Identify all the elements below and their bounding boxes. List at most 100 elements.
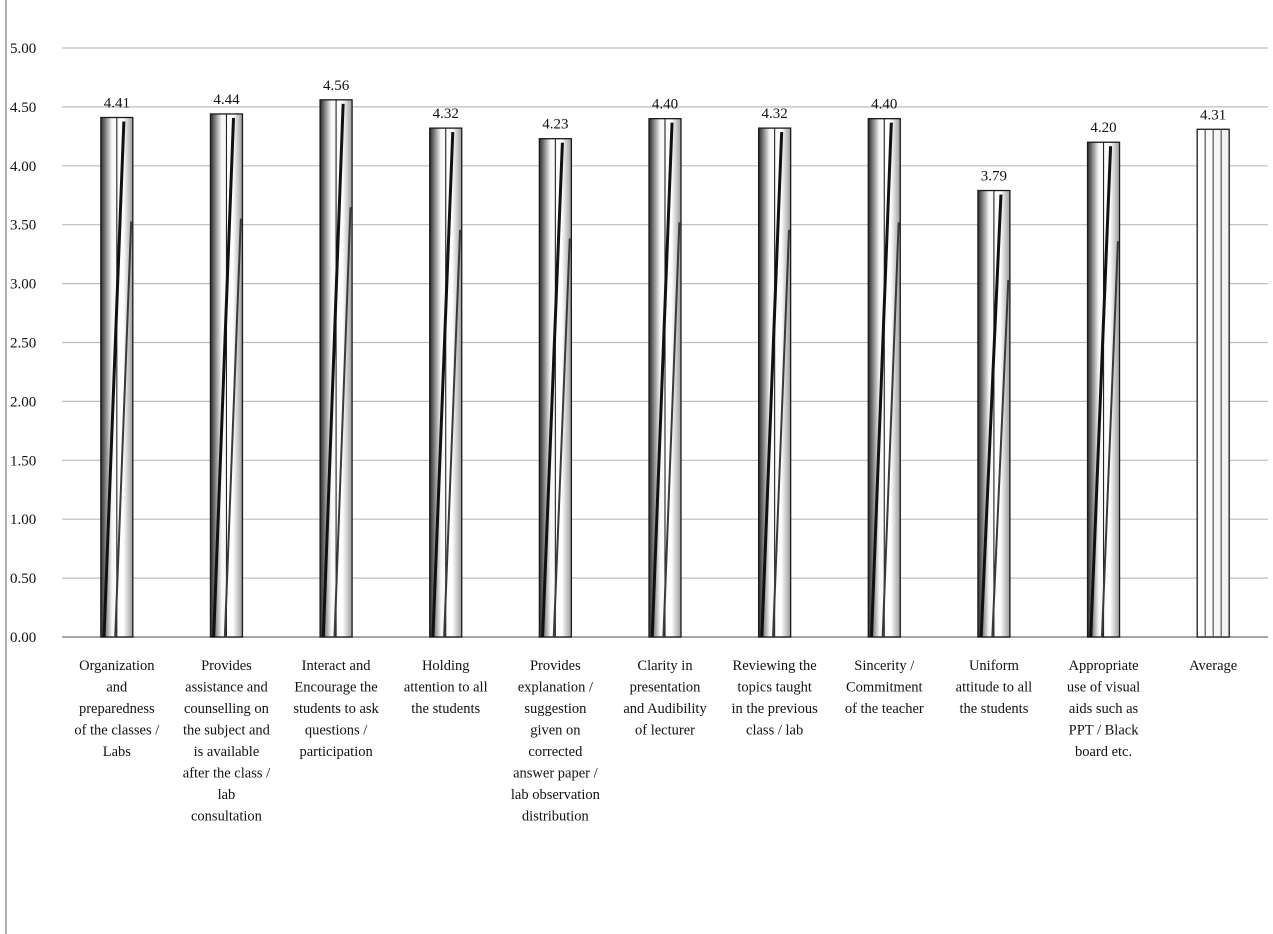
data-label: 4.40 — [871, 97, 897, 113]
bar-streak — [760, 132, 784, 638]
data-label: 4.41 — [104, 96, 130, 112]
x-axis-category-labels: Organization and preparedness of the classe… — [74, 658, 1237, 825]
x-category-label-line: corrected — [528, 744, 583, 760]
y-tick-label: 2.50 — [10, 336, 36, 352]
x-category-label: Interact and Encourage the students to ask… — [293, 658, 379, 760]
bar-streak — [102, 121, 126, 638]
x-category-label-line: lab observation — [511, 787, 601, 803]
x-category-label-line: assistance and — [185, 680, 268, 696]
data-label: 4.32 — [762, 106, 788, 122]
x-category-label-line: Encourage the — [294, 680, 377, 696]
y-tick-label: 2.00 — [10, 394, 36, 410]
x-category-label-line: Organization — [79, 658, 155, 674]
x-category-label-line: answer paper / — [513, 766, 599, 782]
bars — [100, 99, 1230, 638]
bar-streak — [662, 222, 681, 638]
bar — [757, 127, 792, 638]
y-tick-label: 1.00 — [10, 512, 36, 528]
x-category-label-line: students to ask — [293, 701, 379, 717]
y-tick-label: 4.50 — [10, 100, 36, 116]
bar-streak — [979, 194, 1003, 638]
bar — [648, 118, 682, 638]
x-category-label-line: is available — [194, 744, 260, 760]
x-category-label-line: in the previous — [732, 701, 819, 717]
x-category-label-line: participation — [299, 744, 373, 760]
x-category-label-line: explanation / — [518, 680, 594, 696]
bar-streak — [869, 122, 893, 638]
x-category-label: Average — [1189, 658, 1237, 674]
bar — [538, 138, 573, 638]
x-category-label-line: Holding — [422, 658, 470, 674]
bar-streak — [552, 238, 571, 638]
x-category-label-line: Sincerity / — [854, 658, 915, 674]
data-label: 4.20 — [1090, 120, 1116, 136]
data-label: 4.23 — [542, 117, 568, 133]
y-tick-label: 0.50 — [10, 571, 36, 587]
bar-streak — [114, 221, 133, 638]
x-category-label-line: the subject and — [183, 723, 271, 739]
x-category-label-line: of the teacher — [845, 701, 924, 717]
x-category-label-line: Commitment — [846, 680, 923, 696]
x-category-label-line: and Audibility — [623, 701, 707, 717]
x-category-label-line: topics taught — [737, 680, 812, 696]
y-tick-label: 0.00 — [10, 630, 36, 646]
x-category-label-line: and — [106, 680, 128, 696]
data-label: 4.56 — [323, 78, 350, 94]
y-tick-label: 4.00 — [10, 159, 36, 175]
x-category-label-line: board etc. — [1075, 744, 1132, 760]
x-category-label: Sincerity / Commitment of the teacher — [845, 658, 924, 717]
y-axis-tick-labels: 0.00 0.50 1.00 1.50 2.00 2.50 3.00 3.50 4.00 4.50… — [10, 41, 36, 646]
x-category-label-line: Clarity in — [637, 658, 693, 674]
data-label: 3.79 — [981, 169, 1007, 185]
x-category-label-line: Average — [1189, 658, 1237, 674]
x-category-label-line: lab — [218, 787, 236, 803]
bar — [977, 189, 1011, 638]
x-category-label-line: use of visual — [1067, 680, 1140, 696]
bar-streak — [223, 218, 242, 638]
y-tick-label: 3.50 — [10, 218, 36, 234]
y-tick-label: 5.00 — [10, 41, 36, 57]
bar — [209, 113, 244, 638]
x-category-label-line: given on — [530, 723, 581, 739]
x-category-label: Provides assistance and counselling on the … — [183, 658, 271, 825]
x-category-label: Appropriate use of visual aids such as PPT … — [1067, 658, 1140, 760]
x-category-label: Uniform attitude to all the students — [956, 658, 1033, 717]
x-category-label-line: Interact and — [302, 658, 372, 674]
x-category-label-line: the students — [959, 701, 1028, 717]
y-tick-label: 3.00 — [10, 277, 36, 293]
bar-streak — [1100, 241, 1119, 638]
x-category-label-line: preparedness — [79, 701, 155, 717]
data-label: 4.40 — [652, 97, 678, 113]
x-category-label-line: Provides — [201, 658, 252, 674]
data-label: 4.44 — [213, 92, 240, 108]
bar — [1086, 141, 1121, 638]
bar — [319, 99, 353, 638]
y-tick-label: 1.50 — [10, 453, 36, 469]
x-category-label-line: questions / — [305, 723, 368, 739]
x-category-label-line: counselling on — [184, 701, 270, 717]
bar — [100, 116, 134, 638]
bar-streak — [443, 229, 462, 638]
data-labels: 4.41 4.44 4.56 4.32 4.23 4.40 4.32 4.40 3.79 4.20… — [104, 78, 1227, 185]
x-category-label: Reviewing the topics taught in the previou… — [732, 658, 819, 739]
bar — [1196, 128, 1230, 638]
x-category-label: Provides explanation / suggestion given on c… — [511, 658, 601, 825]
x-category-label-line: suggestion — [524, 701, 587, 717]
x-category-label-line: distribution — [522, 809, 590, 825]
x-category-label-line: Reviewing the — [733, 658, 817, 674]
x-category-label-line: of the classes / — [74, 723, 160, 739]
x-category-label-line: attitude to all — [956, 680, 1033, 696]
x-category-label: Organization and preparedness of the classe… — [74, 658, 160, 760]
x-category-label-line: attention to all — [404, 680, 488, 696]
bar — [429, 127, 463, 638]
x-category-label: Clarity in presentation and Audibility of l… — [623, 658, 707, 739]
x-category-label-line: of lecturer — [635, 723, 695, 739]
x-category-label-line: aids such as — [1069, 701, 1139, 717]
x-category-label-line: Provides — [530, 658, 581, 674]
bar-streak — [991, 279, 1010, 638]
x-category-label-line: Labs — [103, 744, 132, 760]
x-category-label-line: presentation — [630, 680, 702, 696]
x-category-label-line: after the class / — [183, 766, 271, 782]
